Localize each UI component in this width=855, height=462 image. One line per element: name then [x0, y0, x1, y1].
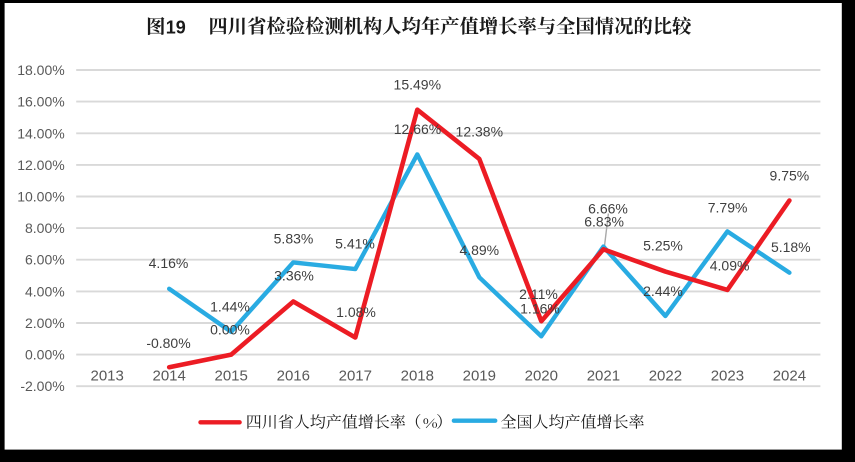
- svg-text:2015: 2015: [215, 368, 248, 385]
- svg-text:2.00%: 2.00%: [25, 315, 65, 331]
- svg-text:8.00%: 8.00%: [25, 220, 65, 236]
- svg-text:1.44%: 1.44%: [210, 299, 250, 315]
- svg-text:0.00%: 0.00%: [210, 322, 250, 338]
- svg-text:2017: 2017: [339, 368, 372, 385]
- svg-text:2020: 2020: [525, 368, 558, 385]
- svg-text:12.66%: 12.66%: [394, 121, 441, 137]
- svg-text:2019: 2019: [463, 368, 496, 385]
- svg-text:-0.80%: -0.80%: [146, 335, 190, 351]
- svg-text:2.44%: 2.44%: [643, 283, 683, 299]
- svg-text:2013: 2013: [91, 368, 124, 385]
- svg-text:2014: 2014: [153, 368, 186, 385]
- svg-text:6.66%: 6.66%: [588, 201, 628, 217]
- svg-text:16.00%: 16.00%: [17, 94, 64, 110]
- svg-text:1.08%: 1.08%: [336, 304, 376, 320]
- svg-text:15.49%: 15.49%: [394, 77, 441, 93]
- svg-text:4.09%: 4.09%: [710, 257, 750, 273]
- svg-text:2018: 2018: [401, 368, 434, 385]
- svg-text:2021: 2021: [587, 368, 620, 385]
- svg-text:9.75%: 9.75%: [770, 168, 810, 184]
- svg-text:19: 19: [166, 18, 186, 38]
- svg-text:12.00%: 12.00%: [17, 157, 64, 173]
- svg-text:14.00%: 14.00%: [17, 125, 64, 141]
- svg-text:7.79%: 7.79%: [708, 200, 748, 216]
- svg-text:2024: 2024: [773, 368, 806, 385]
- svg-text:2022: 2022: [649, 368, 682, 385]
- svg-text:5.18%: 5.18%: [771, 239, 811, 255]
- svg-text:2016: 2016: [277, 368, 310, 385]
- svg-text:5.25%: 5.25%: [643, 237, 683, 253]
- svg-text:12.38%: 12.38%: [456, 124, 503, 140]
- svg-text:6.83%: 6.83%: [584, 213, 624, 229]
- svg-text:5.41%: 5.41%: [335, 235, 375, 251]
- svg-text:4.00%: 4.00%: [25, 283, 65, 299]
- svg-text:2023: 2023: [711, 368, 744, 385]
- svg-text:3.36%: 3.36%: [274, 268, 314, 284]
- svg-text:-2.00%: -2.00%: [20, 378, 64, 394]
- svg-text:2.11%: 2.11%: [519, 286, 558, 302]
- svg-text:6.00%: 6.00%: [25, 252, 65, 268]
- svg-text:0.00%: 0.00%: [25, 347, 65, 363]
- svg-text:5.83%: 5.83%: [274, 230, 314, 246]
- svg-text:10.00%: 10.00%: [17, 189, 64, 205]
- svg-text:18.00%: 18.00%: [17, 62, 64, 78]
- svg-text:1.16%: 1.16%: [520, 301, 560, 317]
- svg-text:4.89%: 4.89%: [459, 242, 499, 258]
- svg-text:4.16%: 4.16%: [149, 255, 189, 271]
